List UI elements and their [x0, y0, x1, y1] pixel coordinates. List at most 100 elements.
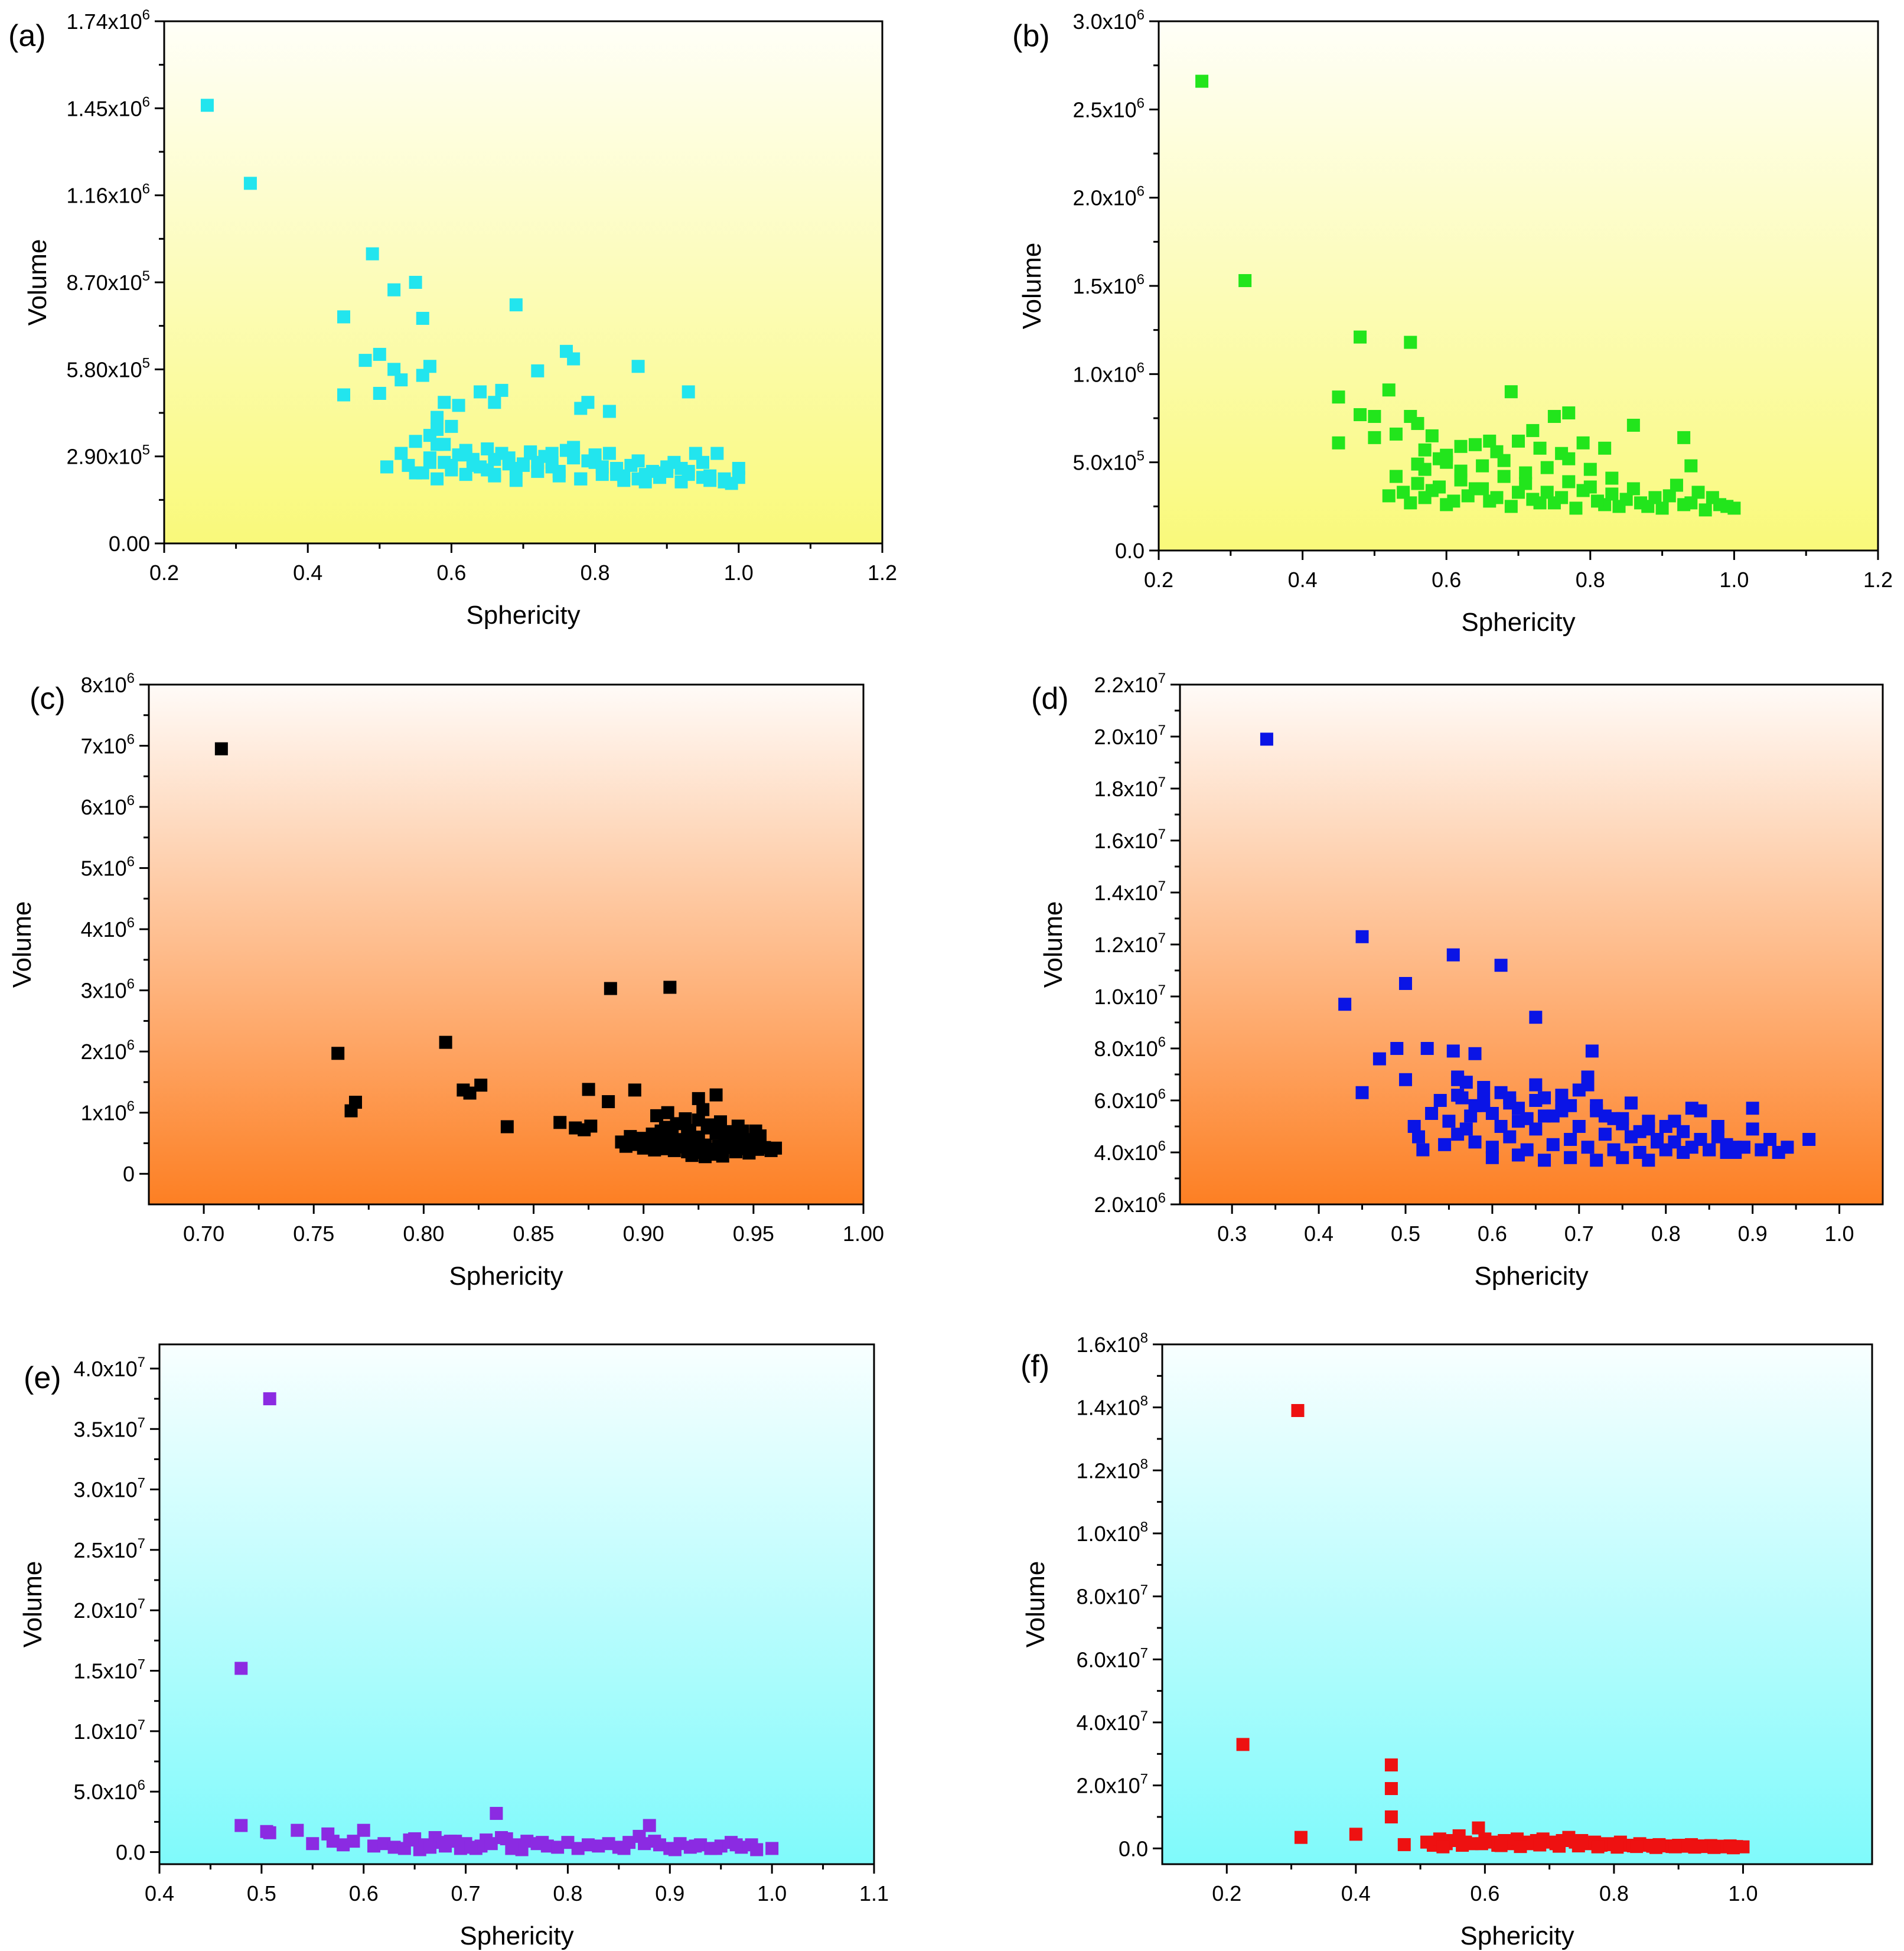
data-point	[488, 468, 501, 481]
data-point	[1533, 441, 1547, 455]
data-point	[729, 1838, 743, 1852]
x-tick-label: 0.2	[1144, 568, 1173, 592]
data-point	[438, 396, 451, 409]
x-tick-label: 1.0	[724, 561, 754, 585]
data-point	[243, 177, 257, 190]
data-point	[1398, 977, 1412, 990]
data-point	[466, 458, 480, 472]
data-point	[689, 447, 702, 460]
data-point	[705, 1148, 719, 1161]
data-point	[1456, 1839, 1469, 1852]
data-point	[1540, 486, 1554, 499]
data-point	[1533, 1838, 1547, 1852]
data-point	[1442, 1115, 1456, 1128]
y-tick-label: 1.0x107	[74, 1717, 145, 1744]
y-tick-label: 0.0	[116, 1841, 145, 1865]
y-tick-label: 2.0x107	[1077, 1771, 1148, 1798]
data-point	[488, 396, 501, 409]
data-point	[561, 1836, 575, 1849]
data-point	[1485, 1151, 1499, 1164]
data-point	[1411, 457, 1424, 471]
data-point	[1238, 274, 1252, 288]
x-tick-label: 0.90	[623, 1222, 664, 1246]
data-point	[1446, 1044, 1460, 1058]
data-point	[1384, 1758, 1398, 1771]
data-point	[1555, 1089, 1569, 1102]
data-point	[1494, 1120, 1508, 1133]
data-point	[1397, 1838, 1411, 1851]
data-point	[765, 1842, 779, 1855]
data-point	[602, 405, 616, 418]
data-point	[1655, 501, 1669, 515]
y-tick-label: 8.70x105	[67, 268, 150, 295]
data-point	[1720, 1146, 1733, 1159]
data-point	[531, 455, 545, 469]
data-point	[1464, 1109, 1478, 1123]
data-point	[1562, 475, 1576, 488]
data-point	[682, 385, 695, 399]
x-tick-label: 0.8	[553, 1881, 582, 1906]
data-point	[1503, 1091, 1517, 1105]
data-point	[1412, 1130, 1426, 1144]
data-point	[703, 1118, 716, 1132]
data-point	[263, 1392, 276, 1406]
data-point	[445, 463, 458, 477]
data-point	[663, 981, 677, 994]
data-point	[1425, 429, 1439, 442]
data-point	[648, 1835, 661, 1848]
x-axis-title: Sphericity	[449, 1262, 563, 1291]
y-tick-label: 6x106	[81, 793, 135, 819]
data-point	[581, 396, 595, 409]
data-point	[536, 1836, 549, 1849]
data-point	[1677, 1125, 1690, 1138]
plot-background	[1162, 1344, 1872, 1864]
y-tick-label: 1.4x107	[1094, 878, 1166, 905]
panel-e: 0.4 0.5 0.6 0.7 0.8 0.9 1.0 1.1 0.0 5.0x106 1.0x10…	[18, 1343, 889, 1950]
x-tick-label: 0.6	[1470, 1881, 1499, 1906]
data-point	[602, 1095, 615, 1109]
y-tick-label: 4.0x106	[1094, 1138, 1166, 1165]
data-point	[373, 347, 386, 361]
x-tick-label: 0.6	[349, 1881, 379, 1906]
data-point	[1526, 424, 1540, 437]
y-tick-label: 1.5x107	[74, 1657, 145, 1683]
data-point	[628, 1083, 641, 1097]
data-point	[1572, 1120, 1586, 1133]
data-point	[445, 419, 458, 433]
data-point	[1511, 1148, 1525, 1162]
data-point	[505, 1842, 519, 1855]
y-axis-title: Volume	[1018, 243, 1046, 330]
y-tick-label: 5.0x106	[74, 1777, 145, 1804]
data-point	[481, 442, 494, 455]
data-point	[610, 468, 624, 481]
data-point	[1514, 1840, 1527, 1854]
data-point	[1649, 1841, 1662, 1854]
data-point	[464, 1841, 478, 1854]
data-point	[1598, 1109, 1612, 1123]
data-point	[588, 448, 602, 462]
y-tick-label: 1.6x107	[1094, 826, 1166, 853]
data-point	[366, 247, 379, 260]
data-point	[380, 460, 393, 474]
data-point	[718, 475, 731, 488]
data-point	[1384, 1782, 1398, 1795]
y-tick-label: 3x106	[81, 976, 135, 1003]
y-tick-label: 8.0x106	[1094, 1034, 1166, 1061]
data-point	[387, 283, 401, 297]
data-point	[463, 1086, 477, 1100]
y-tick-label: 1.5x106	[1073, 272, 1145, 298]
data-point	[592, 1839, 605, 1853]
plot-background	[149, 685, 863, 1204]
data-point	[1436, 1840, 1450, 1854]
data-point	[1504, 385, 1518, 399]
data-point	[1433, 1094, 1447, 1107]
data-point	[1520, 1112, 1534, 1125]
x-tick-label: 0.9	[655, 1881, 684, 1906]
data-point	[509, 298, 523, 312]
data-point	[358, 354, 372, 367]
data-point	[1529, 1078, 1543, 1092]
x-tick-label: 1.0	[1825, 1222, 1854, 1246]
data-points	[214, 742, 783, 1164]
data-point	[1504, 500, 1518, 513]
x-tick-label: 0.9	[1738, 1222, 1768, 1246]
